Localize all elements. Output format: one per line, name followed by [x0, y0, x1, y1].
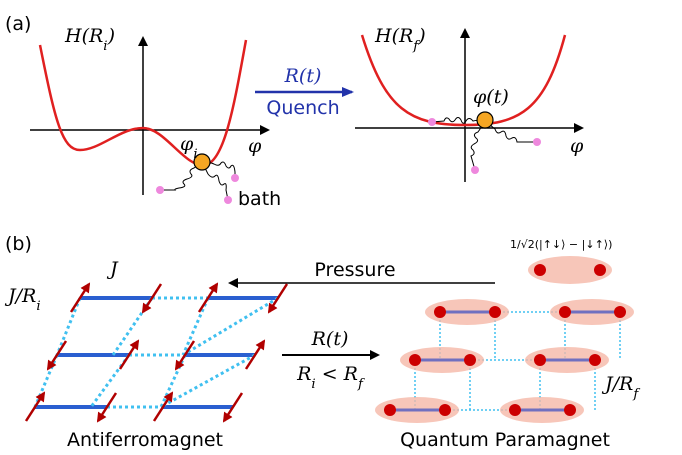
- energy-label: H(Ri): [64, 25, 115, 54]
- panel-b: (b) Pressure 1/√2(|↑↓⟩ − |↓↑⟩) J J/Ri R(…: [4, 233, 640, 451]
- quench-top: R(t): [284, 65, 322, 87]
- bath-springs: [431, 117, 537, 171]
- spin: [24, 391, 46, 422]
- spin-site: [589, 354, 601, 366]
- bath-label: bath: [238, 188, 281, 210]
- singlet: [528, 256, 612, 284]
- panel-label: (b): [5, 233, 32, 255]
- spin: [152, 391, 174, 422]
- spin: [174, 340, 196, 371]
- spin-site: [409, 354, 421, 366]
- spin: [222, 392, 244, 423]
- weak-bond: [182, 296, 279, 357]
- spin-site: [434, 306, 446, 318]
- quench-bottom: Quench: [266, 97, 339, 119]
- field-time: φ(t): [473, 86, 509, 108]
- bath-node: [224, 196, 232, 204]
- field-initial: φi: [180, 133, 198, 162]
- bath-node: [533, 138, 541, 146]
- spin-site: [614, 306, 626, 318]
- coupling-label: J: [106, 258, 119, 280]
- panel-label: (a): [5, 13, 31, 35]
- spin: [96, 392, 118, 423]
- spin-site: [564, 404, 576, 416]
- spin: [69, 282, 91, 313]
- spin: [141, 283, 163, 314]
- bath-node: [428, 118, 436, 126]
- spin: [244, 339, 266, 370]
- interchain-label: J/Ri: [4, 285, 41, 314]
- field-label: φ: [248, 135, 262, 157]
- weak-bond: [55, 297, 82, 356]
- pressure-label: Pressure: [314, 259, 395, 281]
- bath-node: [156, 186, 164, 194]
- weak-bond: [89, 354, 131, 408]
- spin-site: [464, 354, 476, 366]
- weak-bond: [33, 354, 59, 408]
- singlet-label: 1/√2(|↑↓⟩ − |↓↑⟩): [510, 238, 612, 251]
- bath-node: [471, 166, 479, 174]
- spin-site: [559, 306, 571, 318]
- weak-bond: [160, 353, 256, 409]
- field-ball: [476, 111, 494, 129]
- spin-site: [509, 404, 521, 416]
- field-ball: [193, 153, 211, 171]
- spin-site: [534, 354, 546, 366]
- interchain-label: J/Rf: [601, 373, 640, 402]
- spin-site: [489, 306, 501, 318]
- spin-site: [439, 404, 451, 416]
- bath-springs: [160, 161, 236, 201]
- spin-site: [384, 404, 396, 416]
- lattice: [24, 282, 634, 423]
- quartic-well: [360, 34, 567, 127]
- arrow-top: R(t): [311, 328, 349, 350]
- spin: [197, 282, 219, 313]
- bath-node: [231, 174, 239, 182]
- phase-label: Quantum Paramagnet: [400, 429, 610, 451]
- spin-site: [534, 264, 546, 276]
- panel-a: (a) H(Ri) φ φi bath R(t) Quench H: [5, 13, 584, 210]
- phase-label: Antiferromagnet: [67, 429, 223, 451]
- spin: [46, 340, 68, 371]
- double-well: [38, 39, 248, 167]
- weak-bond: [181, 297, 210, 356]
- spin-site: [594, 264, 606, 276]
- arrow-bottom: Ri < Rf: [296, 363, 365, 392]
- field-label: φ: [570, 135, 584, 157]
- spin: [267, 283, 289, 314]
- spin: [118, 339, 140, 370]
- energy-label: H(Rf): [374, 25, 426, 54]
